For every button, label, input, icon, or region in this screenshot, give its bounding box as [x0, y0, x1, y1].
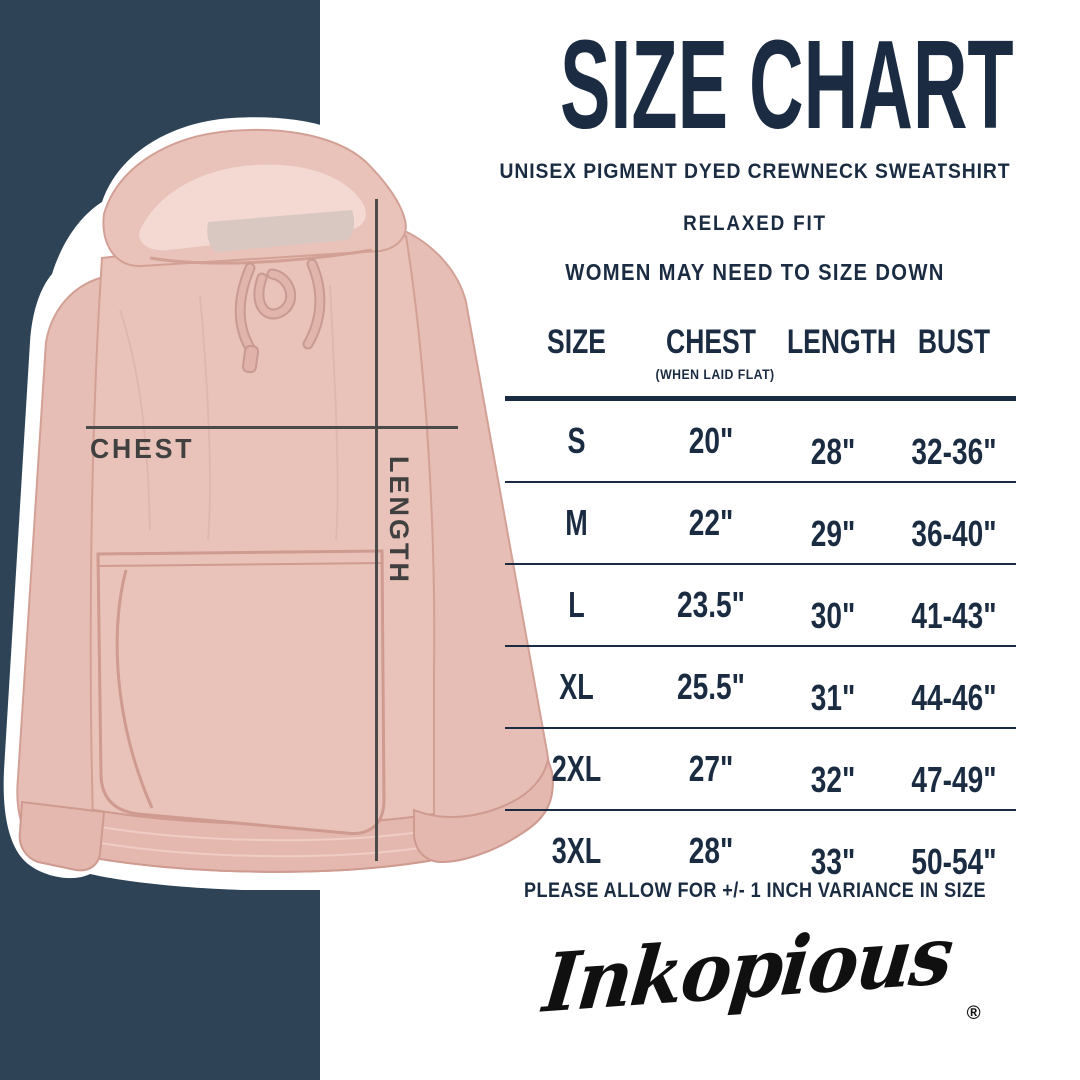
size-cell: 2XL	[551, 748, 602, 789]
size-table-body: S 20" 28" 32-36" M 22" 29" 36-40" L 23.5…	[505, 401, 1016, 891]
chest-cell: 28"	[688, 830, 734, 871]
table-row: M 22" 29" 36-40"	[505, 483, 1016, 565]
table-row: XL 25.5" 31" 44-46"	[505, 647, 1016, 729]
bust-cell: 47-49"	[911, 759, 997, 800]
chest-cell: 20"	[688, 420, 734, 461]
size-down-note: WOMEN MAY NEED TO SIZE DOWN	[565, 259, 945, 285]
length-cell: 33"	[810, 841, 856, 882]
col-header-bust: BUST	[917, 323, 991, 361]
size-cell: 3XL	[551, 830, 602, 871]
product-subtitle: UNISEX PIGMENT DYED CREWNECK SWEATSHIRT	[499, 160, 1011, 183]
hoodie-illustration	[3, 117, 555, 891]
size-table: SIZE CHEST LENGTH BUST (WHEN LAID FLAT) …	[505, 322, 1016, 882]
page-title: SIZE CHART	[560, 14, 1014, 155]
chest-measure-line	[86, 426, 458, 429]
size-cell: XL	[559, 666, 594, 707]
chest-cell: 27"	[688, 748, 734, 789]
hoodie-photo	[0, 110, 560, 891]
chest-cell: 23.5"	[677, 584, 745, 625]
bust-cell: 32-36"	[911, 431, 997, 472]
bust-cell: 41-43"	[911, 595, 997, 636]
registered-trademark-icon: ®	[966, 1003, 981, 1024]
chest-cell: 22"	[688, 502, 734, 543]
fit-note: RELAXED FIT	[683, 212, 827, 235]
brand-logo-text: Inkopious	[539, 907, 957, 1031]
length-cell: 28"	[810, 431, 856, 472]
length-measure-label: LENGTH	[384, 456, 414, 585]
col-header-chest: CHEST	[666, 323, 756, 361]
table-row: L 23.5" 30" 41-43"	[505, 565, 1016, 647]
table-row: S 20" 28" 32-36"	[505, 401, 1016, 483]
length-cell: 30"	[810, 595, 856, 636]
chest-subnote: (WHEN LAID FLAT)	[655, 366, 775, 382]
size-cell: S	[567, 420, 586, 461]
size-table-header: SIZE CHEST LENGTH BUST	[505, 322, 1016, 362]
length-cell: 29"	[810, 513, 856, 554]
chest-measure-label: CHEST	[90, 433, 195, 464]
bust-cell: 50-54"	[911, 841, 997, 882]
bust-cell: 36-40"	[911, 513, 997, 554]
col-header-length: LENGTH	[786, 323, 897, 361]
col-header-size: SIZE	[547, 323, 606, 361]
length-cell: 31"	[810, 677, 856, 718]
table-row: 3XL 28" 33" 50-54"	[505, 811, 1016, 891]
length-cell: 32"	[810, 759, 856, 800]
size-cell: L	[568, 584, 585, 625]
variance-note: PLEASE ALLOW FOR +/- 1 INCH VARIANCE IN …	[524, 879, 986, 902]
chest-cell: 25.5"	[677, 666, 745, 707]
brand-logo: Inkopious ®	[430, 907, 1080, 1030]
bust-cell: 44-46"	[911, 677, 997, 718]
table-row: 2XL 27" 32" 47-49"	[505, 729, 1016, 811]
length-measure-line	[375, 199, 378, 861]
table-header-rule	[505, 396, 1016, 401]
size-cell: M	[565, 502, 588, 543]
